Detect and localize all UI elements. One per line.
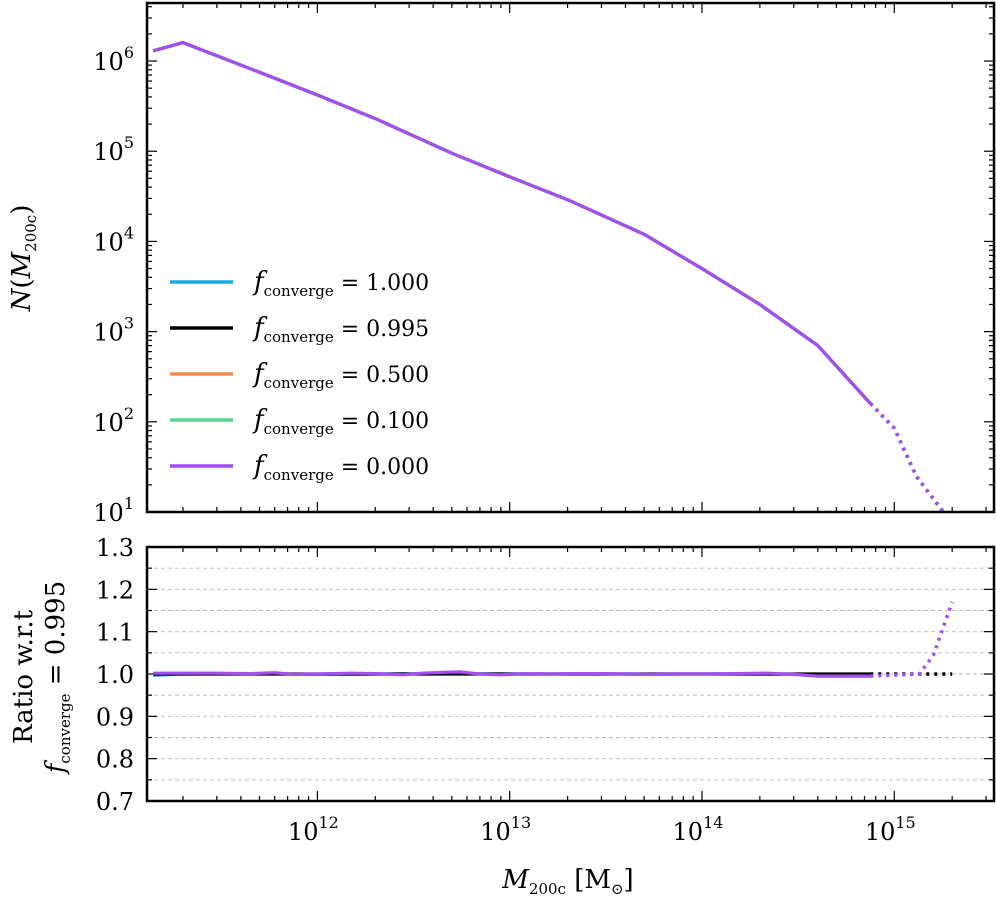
bottom-y-tick-label: 0.8 bbox=[96, 746, 134, 774]
bottom-y-tick-label: 1.1 bbox=[96, 619, 134, 647]
top-series-line bbox=[152, 40, 872, 405]
bottom-y-tick-label: 1.3 bbox=[96, 534, 134, 562]
top-series-line bbox=[152, 40, 872, 405]
legend-label: fconverge = 1.000 bbox=[252, 267, 429, 300]
top-series-line bbox=[152, 40, 872, 405]
bottom-y-tick-label: 0.9 bbox=[96, 703, 134, 731]
top-axes-frame bbox=[145, 1, 996, 514]
bottom-x-tick-label: 1015 bbox=[865, 813, 916, 846]
top-series-line-dotted bbox=[869, 402, 945, 514]
legend-label: fconverge = 0.500 bbox=[252, 359, 429, 392]
top-y-tick-label: 104 bbox=[93, 223, 134, 256]
bottom-x-tick-label: 1012 bbox=[288, 813, 339, 846]
top-y-tick-label: 101 bbox=[93, 494, 134, 527]
top-y-tick-label: 103 bbox=[93, 314, 134, 347]
top-y-tick-label: 102 bbox=[93, 404, 134, 437]
legend-label: fconverge = 0.000 bbox=[252, 451, 429, 484]
bottom-y-axis-title-line2: fconverge = 0.995 bbox=[41, 581, 74, 775]
bottom-y-tick-label: 1.2 bbox=[96, 576, 134, 604]
bottom-axes-frame bbox=[145, 545, 996, 803]
top-series-line bbox=[152, 40, 872, 405]
top-series-line bbox=[152, 40, 872, 405]
top-y-tick-label: 106 bbox=[93, 43, 134, 76]
top-y-tick-label: 105 bbox=[93, 133, 134, 166]
x-axis-title: M200c [M⊙] bbox=[501, 865, 633, 898]
bottom-series-line-dotted bbox=[870, 601, 954, 678]
bottom-series-line bbox=[153, 670, 871, 678]
top-y-axis-title: N(M200c) bbox=[7, 205, 40, 313]
bottom-y-tick-label: 0.7 bbox=[96, 788, 134, 816]
legend-label: fconverge = 0.100 bbox=[252, 405, 429, 438]
legend-label: fconverge = 0.995 bbox=[252, 313, 429, 346]
bottom-x-tick-label: 1013 bbox=[480, 813, 531, 846]
bottom-x-tick-label: 1014 bbox=[673, 813, 724, 846]
bottom-y-axis-title-line1: Ratio w.r.t bbox=[9, 609, 39, 744]
bottom-y-tick-label: 1.0 bbox=[96, 661, 134, 689]
